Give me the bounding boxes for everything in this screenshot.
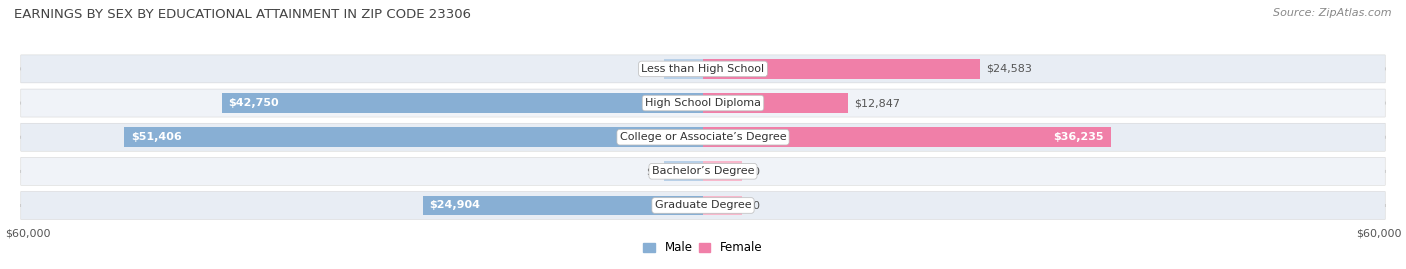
Text: $0: $0	[647, 166, 661, 176]
Text: Bachelor’s Degree: Bachelor’s Degree	[652, 166, 754, 176]
FancyBboxPatch shape	[21, 123, 1385, 151]
Bar	[703, 196, 742, 215]
Text: EARNINGS BY SEX BY EDUCATIONAL ATTAINMENT IN ZIP CODE 23306: EARNINGS BY SEX BY EDUCATIONAL ATTAINMEN…	[14, 8, 471, 21]
Bar	[423, 196, 703, 215]
Text: $0: $0	[745, 200, 759, 210]
Legend: Male, Female: Male, Female	[638, 237, 768, 259]
FancyBboxPatch shape	[21, 157, 1385, 185]
FancyBboxPatch shape	[21, 89, 1385, 117]
Bar	[664, 59, 703, 79]
Text: $36,235: $36,235	[1053, 132, 1104, 142]
Text: High School Diploma: High School Diploma	[645, 98, 761, 108]
Text: Less than High School: Less than High School	[641, 64, 765, 74]
Text: $24,904: $24,904	[429, 200, 481, 210]
Bar	[703, 127, 1111, 147]
Bar	[124, 127, 703, 147]
Bar	[703, 59, 980, 79]
Text: $12,847: $12,847	[855, 98, 900, 108]
FancyBboxPatch shape	[21, 192, 1385, 220]
Text: Source: ZipAtlas.com: Source: ZipAtlas.com	[1274, 8, 1392, 18]
FancyBboxPatch shape	[21, 55, 1385, 83]
Text: $24,583: $24,583	[987, 64, 1032, 74]
Text: College or Associate’s Degree: College or Associate’s Degree	[620, 132, 786, 142]
Bar	[222, 93, 703, 113]
Text: $42,750: $42,750	[229, 98, 280, 108]
Text: Graduate Degree: Graduate Degree	[655, 200, 751, 210]
Text: $0: $0	[745, 166, 759, 176]
Text: $51,406: $51,406	[131, 132, 181, 142]
Bar	[703, 93, 848, 113]
Bar	[703, 161, 742, 181]
Text: $0: $0	[647, 64, 661, 74]
Bar	[664, 161, 703, 181]
